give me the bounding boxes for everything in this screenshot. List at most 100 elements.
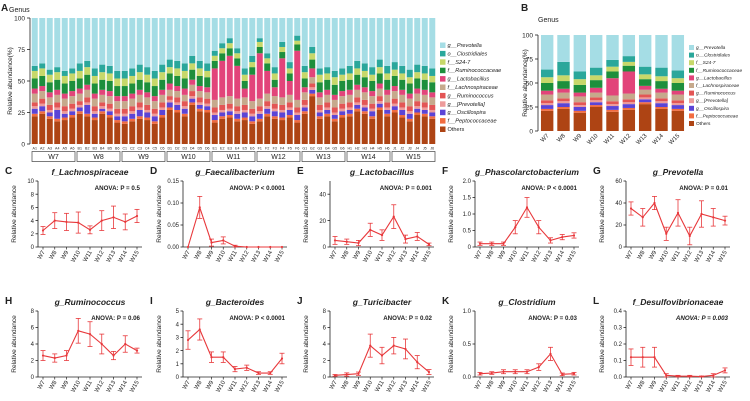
y-tick-label-l: 0.1 bbox=[614, 359, 623, 365]
bar-segment-a bbox=[181, 108, 188, 114]
bar-segment-a bbox=[174, 112, 181, 144]
bar-segment-a bbox=[294, 35, 301, 41]
bar-segment-a bbox=[204, 18, 211, 64]
sample-label: H1 bbox=[347, 147, 352, 151]
bar-segment-a bbox=[106, 115, 113, 118]
bar-segment-a bbox=[414, 78, 421, 89]
panel-title-e: g_Lactobacillus bbox=[349, 167, 415, 177]
legend-label-a: f__S24-7 bbox=[448, 60, 472, 66]
bar-segment-a bbox=[106, 81, 113, 92]
x-tick-label-k: W12 bbox=[531, 379, 543, 393]
y-tick-label-b: 0 bbox=[529, 129, 533, 136]
bar-segment-a bbox=[316, 68, 323, 75]
bar-segment-a bbox=[264, 101, 271, 107]
bar-segment-a bbox=[129, 98, 136, 107]
bar-segment-a bbox=[189, 91, 196, 97]
x-tick-label-d: W13 bbox=[251, 249, 263, 263]
bar-segment-a bbox=[99, 113, 106, 144]
bar-segment-a bbox=[226, 96, 233, 104]
data-point-k bbox=[502, 370, 505, 373]
bar-segment-a bbox=[406, 93, 413, 99]
x-tick-label-l: W7 bbox=[625, 379, 635, 390]
x-tick-label-k: W10 bbox=[508, 379, 520, 393]
bar-segment-a bbox=[384, 113, 391, 117]
series-line-d bbox=[187, 205, 282, 248]
data-point-f bbox=[525, 206, 529, 209]
bar-segment-a bbox=[144, 18, 151, 68]
bar-segment-a bbox=[204, 109, 211, 113]
y-tick-label-h: 2 bbox=[31, 359, 35, 365]
legend-swatch-a bbox=[440, 92, 446, 99]
bar-segment-a bbox=[256, 46, 263, 54]
data-point-l bbox=[629, 356, 633, 359]
bar-segment-a bbox=[196, 60, 203, 69]
y-tick-label-a: 50 bbox=[18, 79, 26, 86]
bar-segment-a bbox=[256, 113, 263, 119]
bar-segment-a bbox=[324, 113, 331, 117]
data-point-c bbox=[65, 220, 68, 224]
bar-segment-a bbox=[241, 117, 248, 121]
bar-segment-a bbox=[286, 115, 293, 118]
bar-segment-a bbox=[76, 107, 83, 112]
data-point-h bbox=[41, 354, 45, 357]
bar-segment-a bbox=[181, 101, 188, 107]
bar-segment-a bbox=[39, 98, 46, 104]
bar-segment-a bbox=[106, 18, 113, 66]
data-point-f bbox=[490, 242, 493, 245]
data-point-j bbox=[333, 374, 337, 377]
data-point-j bbox=[357, 372, 360, 375]
bar-segment-a bbox=[376, 109, 383, 144]
y-tick-label-d: 0.05 bbox=[167, 223, 179, 229]
bar-segment-a bbox=[301, 111, 308, 114]
bar-segment-a bbox=[211, 122, 218, 144]
bar-segment-a bbox=[121, 116, 128, 122]
bar-segment-b bbox=[540, 108, 554, 111]
x-tick-label-e: W15 bbox=[421, 249, 433, 263]
data-point-l bbox=[700, 375, 703, 378]
data-point-h bbox=[124, 342, 127, 346]
bar-segment-a bbox=[219, 104, 226, 110]
x-tick-label-d: W10 bbox=[216, 249, 228, 263]
bar-segment-a bbox=[166, 96, 173, 100]
bar-segment-a bbox=[61, 120, 68, 144]
bar-segment-b bbox=[655, 67, 668, 77]
bar-segment-a bbox=[76, 78, 83, 89]
bar-segment-a bbox=[46, 74, 53, 83]
y-tick-label-a: 100 bbox=[14, 16, 25, 23]
bar-segment-b bbox=[606, 111, 619, 131]
sample-label: D3 bbox=[182, 147, 187, 151]
bar-segment-a bbox=[121, 101, 128, 109]
bar-segment-b bbox=[557, 61, 570, 76]
x-tick-label-j: W10 bbox=[363, 379, 375, 393]
bar-segment-a bbox=[391, 86, 398, 92]
sample-label: J3 bbox=[408, 147, 412, 151]
bar-segment-b bbox=[589, 35, 603, 68]
x-tick-label-i: W12 bbox=[239, 379, 251, 393]
y-tick-label-l: 0.2 bbox=[614, 342, 623, 348]
bar-segment-a bbox=[174, 109, 181, 113]
sample-label: G4 bbox=[325, 147, 330, 151]
bar-segment-a bbox=[406, 18, 413, 70]
bar-segment-a bbox=[399, 94, 406, 103]
bar-segment-a bbox=[211, 120, 218, 123]
bar-segment-b bbox=[638, 89, 652, 95]
sample-label: G2 bbox=[310, 147, 315, 151]
bar-segment-a bbox=[211, 68, 218, 100]
bar-segment-a bbox=[339, 91, 346, 97]
bar-segment-a bbox=[256, 53, 263, 99]
sample-label: G1 bbox=[302, 147, 307, 151]
bar-segment-a bbox=[91, 68, 98, 76]
sample-label: J1 bbox=[393, 147, 397, 151]
x-tick-label-l: W14 bbox=[706, 379, 718, 393]
bar-segment-a bbox=[369, 111, 376, 117]
bar-segment-a bbox=[234, 65, 241, 99]
data-point-g bbox=[723, 219, 727, 222]
bar-segment-a bbox=[421, 109, 428, 114]
bar-segment-a bbox=[279, 58, 286, 98]
bar-segment-a bbox=[84, 60, 91, 68]
x-tick-label-f: W7 bbox=[474, 249, 484, 260]
bar-segment-a bbox=[61, 106, 68, 112]
y-tick-label-d: 0.00 bbox=[167, 245, 179, 251]
legend-swatch-a bbox=[440, 42, 446, 48]
bar-segment-b bbox=[655, 35, 668, 68]
